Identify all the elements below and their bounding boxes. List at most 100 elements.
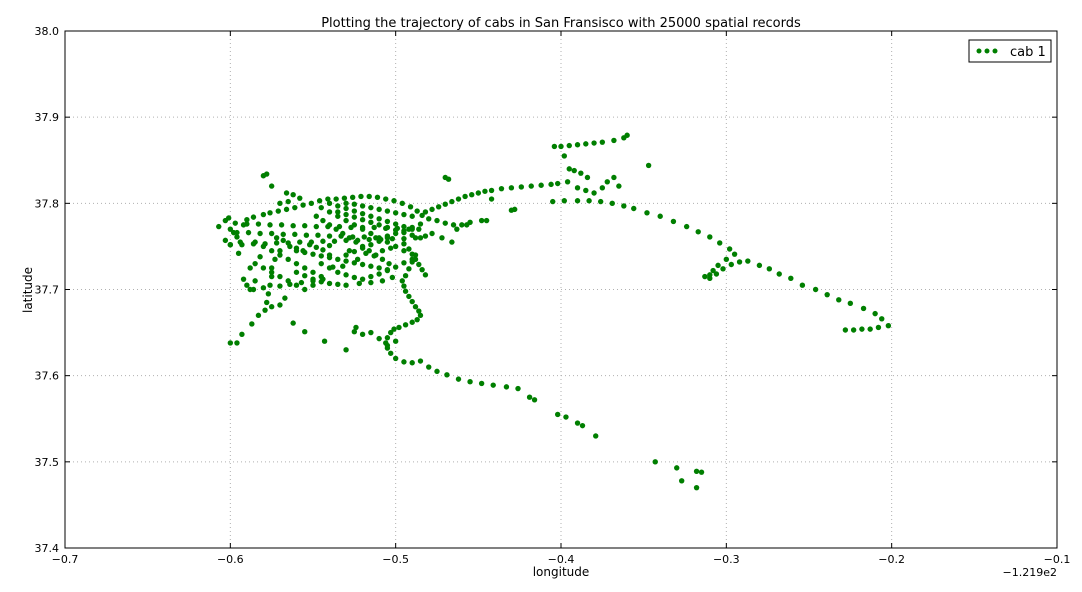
data-point xyxy=(262,307,268,313)
data-point xyxy=(561,153,568,159)
data-point xyxy=(343,205,349,212)
data-point xyxy=(384,342,391,349)
data-point xyxy=(225,215,232,221)
data-point xyxy=(678,478,685,484)
data-point xyxy=(434,368,440,375)
data-point xyxy=(399,200,405,207)
data-point xyxy=(872,310,878,317)
data-point xyxy=(726,246,733,252)
data-point xyxy=(401,241,407,247)
y-tick-label: 38.0 xyxy=(35,25,60,38)
x-tick-label: −0.5 xyxy=(382,553,409,566)
data-point xyxy=(417,221,424,227)
data-point xyxy=(624,132,630,138)
data-point xyxy=(277,273,283,280)
data-point xyxy=(379,256,386,263)
data-point xyxy=(422,233,429,239)
data-point xyxy=(267,210,273,216)
data-point xyxy=(245,229,252,236)
data-point xyxy=(239,331,245,338)
data-point xyxy=(401,260,407,266)
data-point xyxy=(419,266,425,273)
data-point xyxy=(313,223,320,230)
data-point xyxy=(599,185,606,191)
data-point xyxy=(293,282,300,288)
data-point xyxy=(503,384,510,390)
data-point xyxy=(745,258,751,264)
data-point xyxy=(450,222,457,228)
data-point xyxy=(728,261,734,268)
data-point xyxy=(388,350,394,356)
legend-marker xyxy=(992,48,998,54)
data-point xyxy=(683,223,690,230)
data-point xyxy=(257,230,263,237)
data-point xyxy=(384,335,391,341)
data-point xyxy=(383,196,389,202)
data-point xyxy=(402,288,409,294)
data-point xyxy=(531,397,538,403)
data-point xyxy=(566,166,572,172)
data-points xyxy=(216,132,892,491)
data-point xyxy=(455,196,462,202)
data-point xyxy=(392,338,399,344)
data-point xyxy=(406,266,412,272)
data-point xyxy=(255,312,262,319)
data-point xyxy=(313,244,320,250)
y-axis-label: latitude xyxy=(21,267,35,313)
data-point xyxy=(330,264,336,270)
data-point xyxy=(455,376,462,382)
data-point xyxy=(459,222,465,228)
data-point xyxy=(277,283,283,289)
data-point xyxy=(351,214,358,220)
data-point xyxy=(788,275,794,281)
data-point xyxy=(409,259,415,265)
data-point xyxy=(439,235,445,241)
data-point xyxy=(736,259,743,265)
data-point xyxy=(812,286,819,293)
data-point xyxy=(340,230,346,237)
data-point xyxy=(227,340,234,346)
data-point xyxy=(265,291,272,297)
data-point xyxy=(335,281,341,288)
data-point xyxy=(401,283,407,289)
data-point xyxy=(313,213,320,219)
legend: cab 1 xyxy=(968,39,1052,63)
data-point xyxy=(343,258,349,264)
data-point xyxy=(571,167,577,174)
data-point xyxy=(488,187,495,194)
data-point xyxy=(359,276,366,282)
data-point xyxy=(766,266,773,272)
data-point xyxy=(417,312,424,319)
data-point xyxy=(414,208,420,214)
data-point xyxy=(326,242,333,249)
data-point xyxy=(376,216,382,222)
data-point xyxy=(419,212,425,219)
data-point xyxy=(285,198,291,205)
data-point xyxy=(401,248,407,254)
data-point xyxy=(591,140,597,146)
data-point xyxy=(267,222,273,228)
data-point xyxy=(247,286,253,293)
data-point xyxy=(391,198,397,204)
data-point xyxy=(392,221,399,227)
data-point xyxy=(368,329,374,336)
data-point xyxy=(396,324,402,331)
data-point xyxy=(388,245,394,251)
data-point xyxy=(434,217,440,224)
grid xyxy=(65,31,1057,548)
data-point xyxy=(561,198,568,204)
data-point xyxy=(326,233,333,239)
data-point xyxy=(351,222,358,228)
data-point xyxy=(426,216,432,222)
data-point xyxy=(442,220,448,226)
legend-box xyxy=(968,39,1052,63)
data-point xyxy=(297,239,303,245)
data-point xyxy=(490,382,496,388)
data-point xyxy=(297,195,303,201)
data-point xyxy=(222,237,229,244)
data-point xyxy=(409,224,415,231)
data-point xyxy=(278,222,285,228)
data-point xyxy=(343,211,349,218)
data-point xyxy=(293,269,300,275)
data-point xyxy=(285,256,291,263)
